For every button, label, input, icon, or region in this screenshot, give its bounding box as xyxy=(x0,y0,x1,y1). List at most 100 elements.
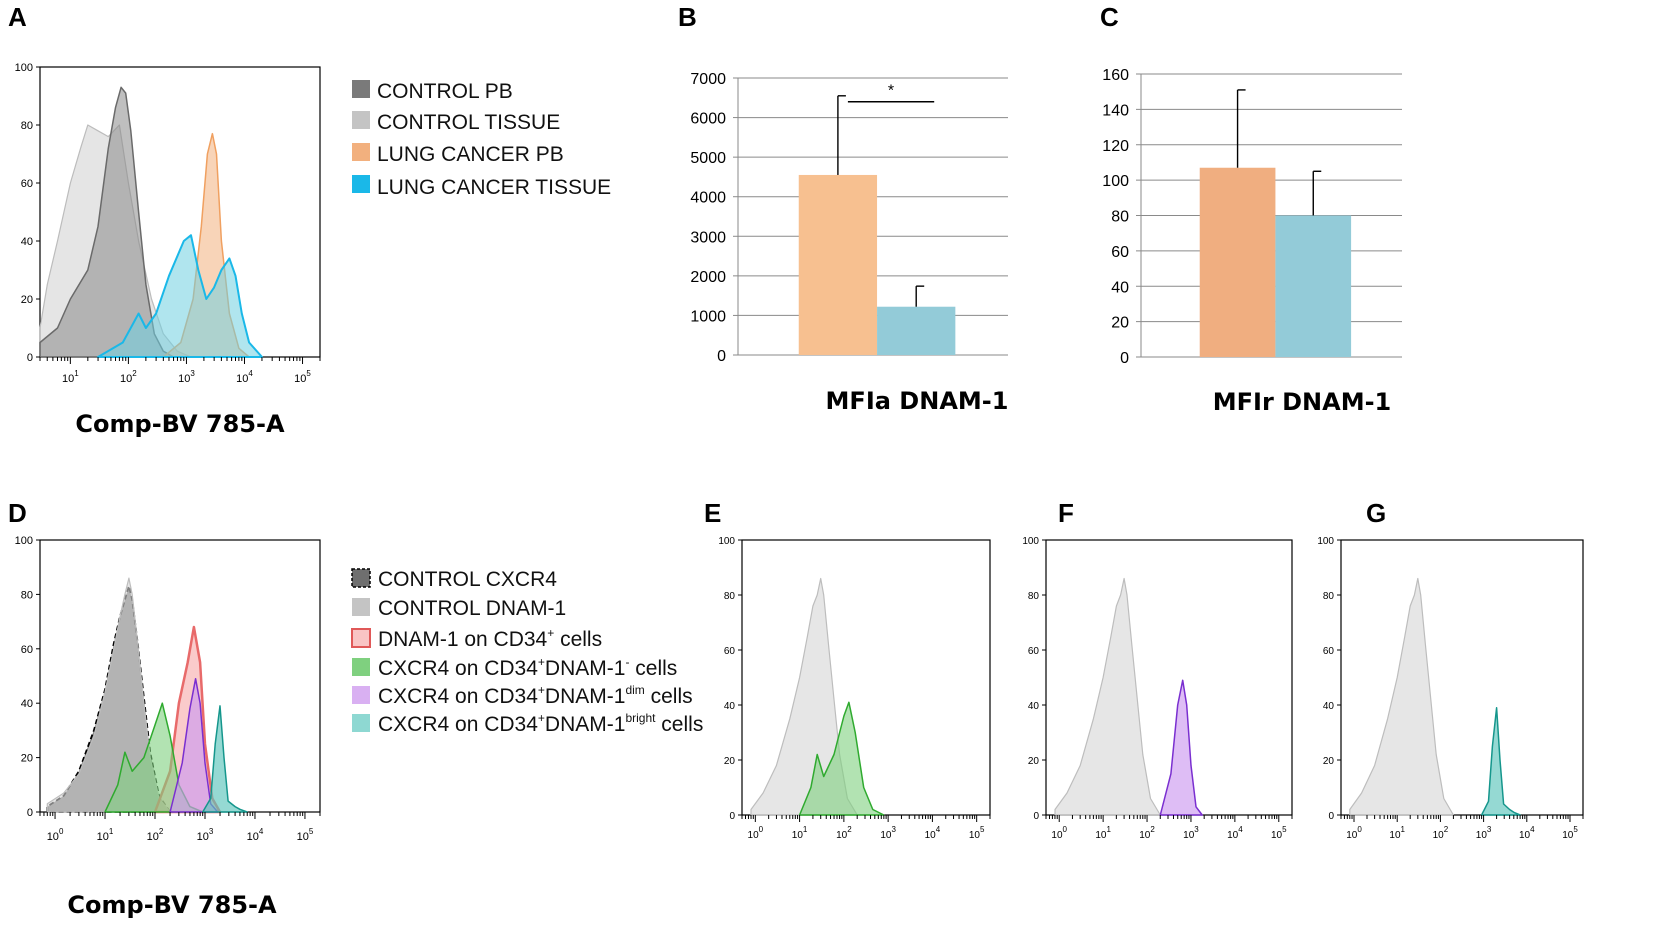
legend-label-cxcr4-dnam1-dim: CXCR4 on CD34+DNAM-1dim cells xyxy=(378,683,693,708)
panel-d-x-label: Comp-BV 785-A xyxy=(67,891,277,919)
panel-g-x-tick-label: 104 xyxy=(1519,825,1535,841)
panel-a-x-tick-label: 104 xyxy=(236,369,253,385)
panel-d-y-tick-label: 20 xyxy=(21,753,33,765)
panel-d-x-tick-label: 104 xyxy=(247,827,264,843)
panel-c-y-tick-label: 20 xyxy=(1111,315,1129,332)
panel-a-x-tick-label: 102 xyxy=(120,369,137,385)
legend-swatch-dnam1-cd34 xyxy=(351,628,371,648)
legend-swatch-control-cxcr4 xyxy=(351,568,371,588)
legend-swatch-control-pb xyxy=(352,80,370,98)
panel-a-y-tick-label: 60 xyxy=(21,178,33,190)
panel-e-x-tick-label: 102 xyxy=(836,825,852,841)
panel-d-plot-area: 0 20 40 60 80 100 100 101 102 103 104 105 xyxy=(15,535,321,843)
panel-d-x-tick-label: 101 xyxy=(97,827,114,843)
panel-a-y-tick-label: 80 xyxy=(21,120,33,132)
panel-label-a: A xyxy=(8,2,27,32)
panel-f-x-tick-label: 101 xyxy=(1095,825,1111,841)
panel-e-x-tick-label: 104 xyxy=(925,825,941,841)
panel-b-y-tick-label: 7000 xyxy=(690,71,726,88)
panel-b-y-tick-label: 0 xyxy=(717,348,726,365)
panel-label-b: B xyxy=(678,2,697,32)
panel-e-x-tick-label: 101 xyxy=(792,825,808,841)
panel-b-significance-star: * xyxy=(888,83,894,100)
panel-g-x-tick-label: 105 xyxy=(1562,825,1578,841)
panel-a-series-lung-cancer-tissue xyxy=(97,234,263,358)
panel-d-histogram: 0 20 40 60 80 100 100 101 102 103 104 105 Comp-BV 7… xyxy=(15,535,704,919)
panel-b-y-tick-label: 5000 xyxy=(690,150,726,167)
panel-a-y-tick-label: 100 xyxy=(15,62,33,74)
panel-d-x-tick-label: 100 xyxy=(47,827,64,843)
panel-a-plot-area: 0 20 40 60 80 100 101 102 103 104 105 xyxy=(15,62,321,385)
panel-f-x-tick-label: 103 xyxy=(1183,825,1199,841)
panel-c-x-label: MFIr DNAM-1 xyxy=(1213,388,1392,416)
legend-label-lung-cancer-pb: LUNG CANCER PB xyxy=(377,143,564,166)
panel-a-x-tick-label: 103 xyxy=(178,369,195,385)
panel-g-plot-area: 0 20 40 60 80 100 100 101 102 103 104 105 xyxy=(1317,536,1584,841)
panel-f-y-tick-label: 60 xyxy=(1028,646,1040,657)
legend-label-control-tissue: CONTROL TISSUE xyxy=(377,111,560,134)
panel-g-y-tick-label: 100 xyxy=(1317,536,1334,547)
legend-swatch-cxcr4-dnam1-neg xyxy=(352,658,370,676)
panel-c-plot-area: 0 20 40 60 80 100 120 140 160 xyxy=(1102,67,1402,367)
panel-f-y-tick-label: 100 xyxy=(1022,536,1039,547)
panel-f-series-cxcr4-on-cd34-dnam-1dim xyxy=(1159,679,1203,816)
panel-c-bar-chart: 0 20 40 60 80 100 120 140 160 MFIr DNAM-1 xyxy=(1102,67,1402,416)
panel-a-y-tick-label: 40 xyxy=(21,236,33,248)
legend-swatch-lung-cancer-tissue xyxy=(352,175,370,193)
panel-label-f: F xyxy=(1058,498,1074,528)
panel-c-y-tick-label: 40 xyxy=(1111,279,1129,296)
legend-label-control-pb: CONTROL PB xyxy=(377,80,513,103)
panel-g-y-tick-label: 60 xyxy=(1323,646,1335,657)
panel-d-y-tick-label: 0 xyxy=(27,807,33,819)
panel-a-x-label: Comp-BV 785-A xyxy=(75,410,285,438)
panel-g-y-tick-label: 40 xyxy=(1323,701,1335,712)
panel-e-histogram: 0 20 40 60 80 100 100 101 102 103 104 105 xyxy=(718,536,991,841)
panel-f-x-tick-label: 102 xyxy=(1139,825,1155,841)
panel-label-d: D xyxy=(8,498,27,528)
legend-swatch-cxcr4-dnam1-bright xyxy=(352,714,370,732)
panel-c-y-tick-label: 160 xyxy=(1102,67,1129,84)
legend-label-cxcr4-dnam1-bright: CXCR4 on CD34+DNAM-1bright cells xyxy=(378,711,703,736)
panel-label-e: E xyxy=(704,498,721,528)
panel-f-y-tick-label: 20 xyxy=(1028,756,1040,767)
panel-c-y-tick-label: 100 xyxy=(1102,173,1129,190)
panel-b-bar-chart: 0 1000 2000 3000 4000 5000 6000 7000 * MFIa DNAM… xyxy=(690,71,1008,415)
panel-b-y-tick-label: 2000 xyxy=(690,269,726,286)
panel-c-y-tick-label: 0 xyxy=(1120,350,1129,367)
panel-f-y-tick-label: 40 xyxy=(1028,701,1040,712)
panel-e-y-tick-label: 100 xyxy=(718,536,735,547)
panel-f-histogram: 0 20 40 60 80 100 100 101 102 103 104 105 xyxy=(1022,536,1293,841)
panel-b-y-tick-label: 6000 xyxy=(690,111,726,128)
panel-a-legend: CONTROL PB CONTROL TISSUE LUNG CANCER PB… xyxy=(352,80,611,199)
panel-c-y-tick-label: 80 xyxy=(1111,209,1129,226)
panel-b-bar-lung-cancer-tissue xyxy=(877,306,956,355)
panel-d-y-tick-label: 40 xyxy=(21,698,33,710)
panel-c-bar-lung-cancer-tissue xyxy=(1275,215,1352,357)
legend-label-control-dnam1: CONTROL DNAM-1 xyxy=(378,597,566,620)
panel-label-c: C xyxy=(1100,2,1119,32)
panel-b-x-label: MFIa DNAM-1 xyxy=(826,387,1009,415)
panel-f-x-tick-label: 105 xyxy=(1271,825,1287,841)
panel-c-y-tick-label: 60 xyxy=(1111,244,1129,261)
legend-swatch-lung-cancer-pb xyxy=(352,143,370,161)
panel-g-x-tick-label: 103 xyxy=(1476,825,1492,841)
panel-e-y-tick-label: 40 xyxy=(724,701,736,712)
panel-b-bar-lung-cancer-pb xyxy=(798,174,878,355)
panel-a-histogram: 0 20 40 60 80 100 101 102 103 104 105 Comp-BV 785-… xyxy=(15,62,612,438)
panel-a-x-tick-label: 101 xyxy=(62,369,79,385)
panel-e-x-tick-label: 100 xyxy=(748,825,764,841)
panel-d-y-tick-label: 60 xyxy=(21,644,33,656)
panel-e-x-tick-label: 103 xyxy=(880,825,896,841)
panel-a-y-tick-label: 20 xyxy=(21,294,33,306)
panel-c-bar-lung-cancer-pb xyxy=(1199,167,1276,357)
legend-swatch-cxcr4-dnam1-dim xyxy=(352,686,370,704)
panel-e-y-tick-label: 80 xyxy=(724,591,736,602)
panel-e-y-tick-label: 20 xyxy=(724,756,736,767)
panel-g-x-tick-label: 102 xyxy=(1433,825,1449,841)
panel-e-x-tick-label: 105 xyxy=(969,825,985,841)
panel-c-y-tick-label: 140 xyxy=(1102,102,1129,119)
panel-d-y-tick-label: 100 xyxy=(15,535,33,547)
panel-label-g: G xyxy=(1366,498,1386,528)
panel-a-y-tick-label: 0 xyxy=(27,352,33,364)
